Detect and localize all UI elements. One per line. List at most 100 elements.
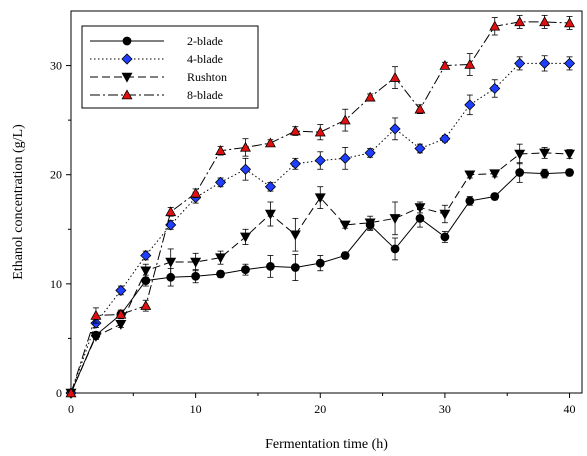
- data-point: [440, 232, 450, 242]
- data-point: [389, 123, 401, 135]
- data-point: [289, 158, 301, 170]
- data-point: [540, 169, 550, 179]
- data-point: [364, 147, 376, 159]
- axes: 0 10 20 30 40 0 10 20 30: [50, 59, 576, 416]
- data-point: [165, 206, 177, 217]
- data-point: [364, 91, 376, 102]
- data-point: [115, 284, 127, 296]
- data-point: [539, 57, 551, 69]
- data-point: [514, 149, 526, 160]
- data-point: [115, 319, 127, 330]
- data-point: [90, 332, 102, 342]
- x-tick-label: 10: [190, 402, 202, 416]
- y-tick-label: 10: [50, 277, 62, 291]
- data-point: [314, 126, 326, 137]
- data-point: [121, 53, 133, 65]
- data-point: [339, 114, 351, 125]
- legend-label: 4-blade: [187, 52, 223, 66]
- data-point: [240, 141, 251, 152]
- data-point: [140, 249, 152, 262]
- x-tick-label: 20: [314, 402, 326, 416]
- data-point: [389, 214, 401, 224]
- data-point: [140, 266, 152, 277]
- data-point: [490, 192, 500, 201]
- data-point: [414, 203, 426, 214]
- series-layer: [65, 14, 576, 399]
- legend-label: 8-blade: [187, 88, 223, 102]
- data-point: [140, 300, 152, 310]
- data-point: [539, 148, 551, 159]
- legend: 2-blade 4-blade Rushton 8-blade: [81, 25, 259, 109]
- data-point: [489, 82, 501, 95]
- series-8-blade: [65, 14, 576, 398]
- data-point: [414, 103, 426, 114]
- data-point: [65, 387, 77, 398]
- plot-frame: [70, 10, 583, 394]
- data-point: [241, 265, 250, 275]
- data-point: [439, 59, 451, 70]
- y-axis-label: Ethanol concentration (g/L): [11, 124, 26, 280]
- data-point: [314, 154, 326, 167]
- y-tick-label: 0: [56, 386, 62, 400]
- data-point: [191, 271, 201, 281]
- data-point: [264, 181, 276, 193]
- data-point: [515, 168, 525, 177]
- y-tick-label: 30: [50, 59, 62, 73]
- data-point: [264, 137, 276, 148]
- data-point: [90, 309, 102, 320]
- data-point: [439, 133, 451, 145]
- series-line: [70, 152, 570, 394]
- data-point: [315, 258, 325, 268]
- data-point: [264, 209, 276, 220]
- data-point: [439, 209, 451, 220]
- data-point: [564, 17, 576, 28]
- data-point: [165, 257, 177, 268]
- data-point: [364, 218, 376, 229]
- data-point: [290, 263, 300, 272]
- data-point: [465, 196, 475, 206]
- data-point: [240, 232, 251, 243]
- data-point: [414, 142, 426, 155]
- data-point: [289, 125, 301, 136]
- data-point: [489, 20, 501, 31]
- data-point: [215, 145, 227, 155]
- data-point: [239, 163, 252, 175]
- data-point: [121, 72, 133, 83]
- series-line: [70, 21, 570, 394]
- data-point: [390, 244, 400, 254]
- data-point: [215, 253, 227, 264]
- x-tick-label: 40: [564, 402, 576, 416]
- legend-box: [81, 25, 259, 109]
- data-point: [115, 308, 127, 319]
- data-point: [190, 187, 202, 198]
- data-point: [564, 149, 576, 160]
- x-axis-label: Fermentation time (h): [265, 437, 388, 452]
- data-point: [214, 176, 227, 188]
- data-point: [389, 71, 401, 82]
- data-point: [289, 230, 301, 241]
- data-point: [514, 57, 526, 69]
- legend-label: 2-blade: [187, 34, 223, 48]
- data-point: [141, 276, 151, 285]
- data-point: [121, 89, 133, 100]
- data-point: [464, 99, 476, 111]
- x-tick-label: 0: [68, 402, 74, 416]
- data-point: [190, 257, 202, 268]
- data-point: [314, 193, 326, 204]
- data-point: [415, 213, 425, 223]
- legend-label: Rushton: [187, 70, 227, 84]
- series-line: [70, 62, 570, 394]
- data-point: [539, 16, 551, 27]
- data-point: [340, 251, 350, 260]
- data-point: [464, 170, 476, 181]
- x-tick-label: 30: [439, 402, 451, 416]
- plot-area: [70, 10, 583, 394]
- data-point: [122, 36, 132, 46]
- data-point: [266, 261, 275, 271]
- data-point: [339, 220, 351, 231]
- data-point: [565, 168, 574, 177]
- data-point: [563, 57, 576, 69]
- data-point: [339, 152, 351, 164]
- data-point: [216, 269, 225, 279]
